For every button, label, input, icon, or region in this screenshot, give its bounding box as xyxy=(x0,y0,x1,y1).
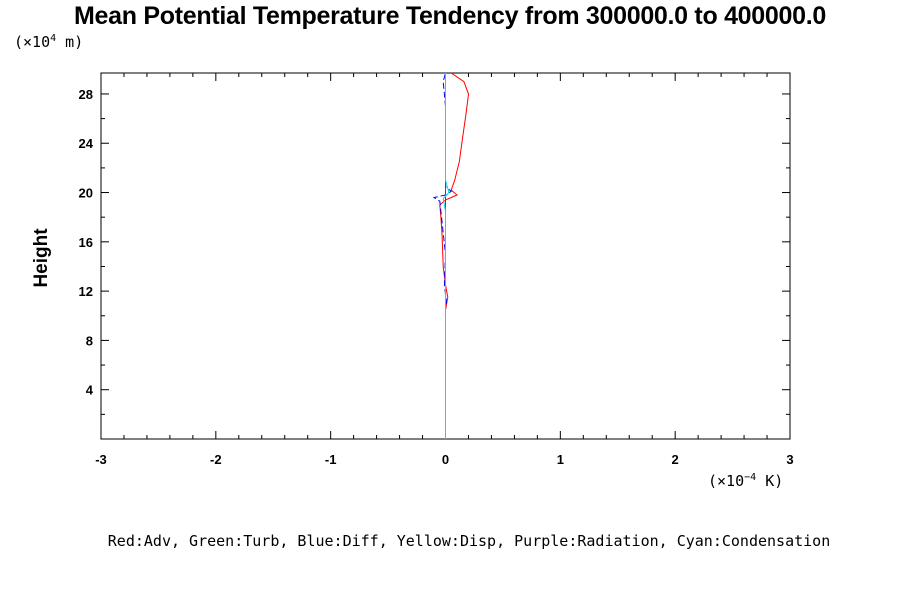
series-line-condensation xyxy=(442,73,450,439)
y-tick-label: 20 xyxy=(79,186,93,201)
x-tick-label: 3 xyxy=(786,452,793,467)
y-tick-label: 24 xyxy=(79,136,94,151)
x-tick-label: 2 xyxy=(672,452,679,467)
x-unit-prefix: (×10 xyxy=(708,472,745,490)
legend-text: Red:Adv, Green:Turb, Blue:Diff, Yellow:D… xyxy=(107,532,831,550)
y-tick-label: 12 xyxy=(79,284,93,299)
x-unit-suffix: K) xyxy=(756,472,784,490)
chart-title: Mean Potential Temperature Tendency from… xyxy=(74,2,826,30)
y-tick-label: 4 xyxy=(86,383,94,398)
y-unit-suffix: m) xyxy=(56,33,84,51)
x-tick-label: -3 xyxy=(95,452,107,467)
x-tick-label: -1 xyxy=(325,452,337,467)
y-tick-label: 16 xyxy=(79,235,93,250)
x-tick-label: 1 xyxy=(557,452,564,467)
y-tick-label: 28 xyxy=(79,87,93,102)
x-tick-label: 0 xyxy=(442,452,449,467)
y-tick-label: 8 xyxy=(86,333,93,348)
x-axis-unit: (×10−4 K) xyxy=(708,472,783,490)
y-unit-exponent: 4 xyxy=(50,33,57,44)
series-line-adv xyxy=(439,72,470,439)
y-axis-unit: (×104 m) xyxy=(14,33,83,51)
x-unit-exponent: −4 xyxy=(744,472,757,483)
y-unit-prefix: (×10 xyxy=(14,33,51,51)
x-tick-label: -2 xyxy=(210,452,222,467)
